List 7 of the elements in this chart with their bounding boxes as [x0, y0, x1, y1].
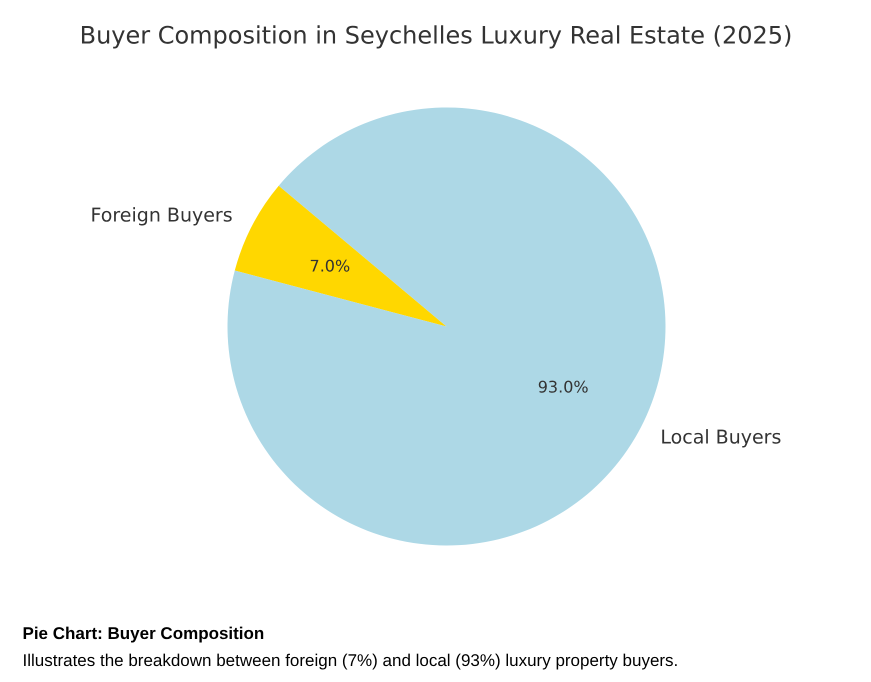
text: Illustrates the breakdown between foreign (7%) and local (93%) luxury property buyers. [22, 651, 678, 670]
chart-title: Buyer Composition in Seychelles Luxury Real Estate (2025) [80, 22, 792, 50]
data-label: 93.0% [538, 377, 589, 396]
text: Pie Chart: Buyer Composition [22, 624, 264, 643]
data-label: 7.0% [310, 256, 350, 276]
slice-label: Foreign Buyers [90, 204, 233, 227]
slice-label: Local Buyers [660, 426, 782, 448]
